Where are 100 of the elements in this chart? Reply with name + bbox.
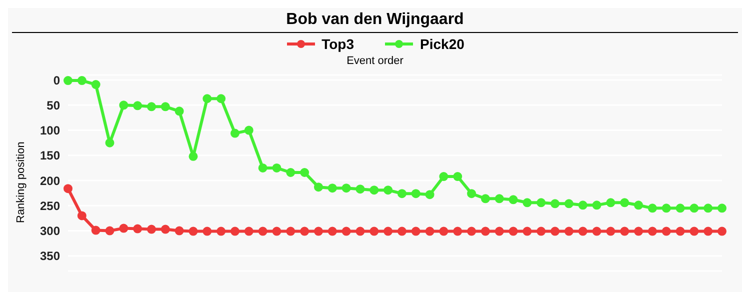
point [119, 224, 128, 233]
point [508, 195, 518, 204]
point [718, 226, 726, 236]
point [91, 226, 100, 235]
point [244, 226, 254, 236]
point [160, 224, 170, 234]
point [160, 102, 170, 112]
point [146, 224, 156, 234]
point [704, 204, 713, 213]
point [342, 226, 351, 236]
point [370, 186, 379, 195]
point [397, 189, 406, 198]
y-tick-label: 300 [40, 224, 60, 238]
y-tick-label: 250 [40, 198, 60, 213]
point [578, 200, 588, 210]
point [620, 198, 630, 208]
x-axis-title: Event order [346, 55, 404, 69]
legend-label: Pick20 [420, 36, 464, 52]
point [676, 226, 685, 236]
point [690, 226, 699, 236]
legend-label: Top3 [322, 36, 354, 52]
point [704, 226, 713, 236]
point [522, 198, 532, 208]
point [356, 226, 365, 236]
point [508, 226, 518, 236]
point [133, 224, 142, 234]
point [480, 226, 490, 236]
y-tick-label: 100 [40, 124, 60, 138]
point [620, 226, 630, 236]
point [411, 189, 420, 198]
point [342, 184, 351, 193]
point [174, 106, 184, 116]
point [536, 226, 546, 236]
point [370, 226, 379, 236]
point [662, 204, 671, 213]
point [676, 204, 685, 213]
point [718, 204, 726, 213]
point [244, 126, 254, 135]
point [105, 226, 114, 236]
point [146, 102, 156, 112]
point [522, 226, 532, 236]
point [258, 226, 268, 236]
point [439, 172, 448, 182]
point [286, 226, 296, 236]
point [230, 128, 240, 138]
point [384, 226, 393, 236]
point [425, 226, 434, 236]
point [258, 163, 268, 172]
point [300, 168, 310, 177]
point [119, 100, 128, 110]
y-tick-label: 350 [40, 249, 60, 264]
point [356, 184, 365, 194]
point [494, 194, 504, 204]
point [300, 226, 310, 236]
point [439, 226, 448, 236]
point [314, 226, 323, 236]
point [564, 199, 574, 208]
point [77, 76, 86, 86]
point [690, 204, 699, 213]
point [634, 200, 644, 210]
y-tick-label: 50 [46, 98, 60, 112]
point [64, 184, 72, 194]
point [133, 101, 142, 110]
point [216, 94, 226, 104]
point [397, 226, 406, 236]
y-tick-label: 150 [40, 148, 60, 163]
point [592, 226, 602, 236]
point [286, 168, 296, 177]
y-axis-title: Ranking position [14, 142, 27, 223]
point [216, 226, 226, 236]
point [564, 226, 574, 236]
point [550, 226, 560, 236]
point [606, 226, 616, 236]
point [425, 190, 434, 200]
point [411, 226, 420, 236]
point [314, 182, 323, 192]
point [77, 211, 86, 220]
point [230, 226, 240, 236]
point [453, 172, 462, 182]
point [606, 198, 616, 208]
point [453, 226, 462, 236]
point [480, 194, 490, 204]
point [328, 226, 337, 236]
point [64, 76, 72, 86]
point [91, 80, 100, 90]
point [648, 226, 657, 236]
point [384, 186, 393, 195]
point [174, 226, 184, 236]
point [467, 226, 476, 236]
y-tick-label: 0 [53, 73, 60, 88]
point [188, 226, 198, 236]
point [272, 163, 282, 172]
y-tick-label: 200 [40, 174, 60, 188]
point [188, 152, 198, 161]
chart-title: Bob van den Wijngaard [12, 8, 738, 33]
point [634, 226, 644, 236]
point [578, 226, 588, 236]
point [272, 226, 282, 236]
point [202, 94, 212, 104]
point [105, 138, 114, 148]
